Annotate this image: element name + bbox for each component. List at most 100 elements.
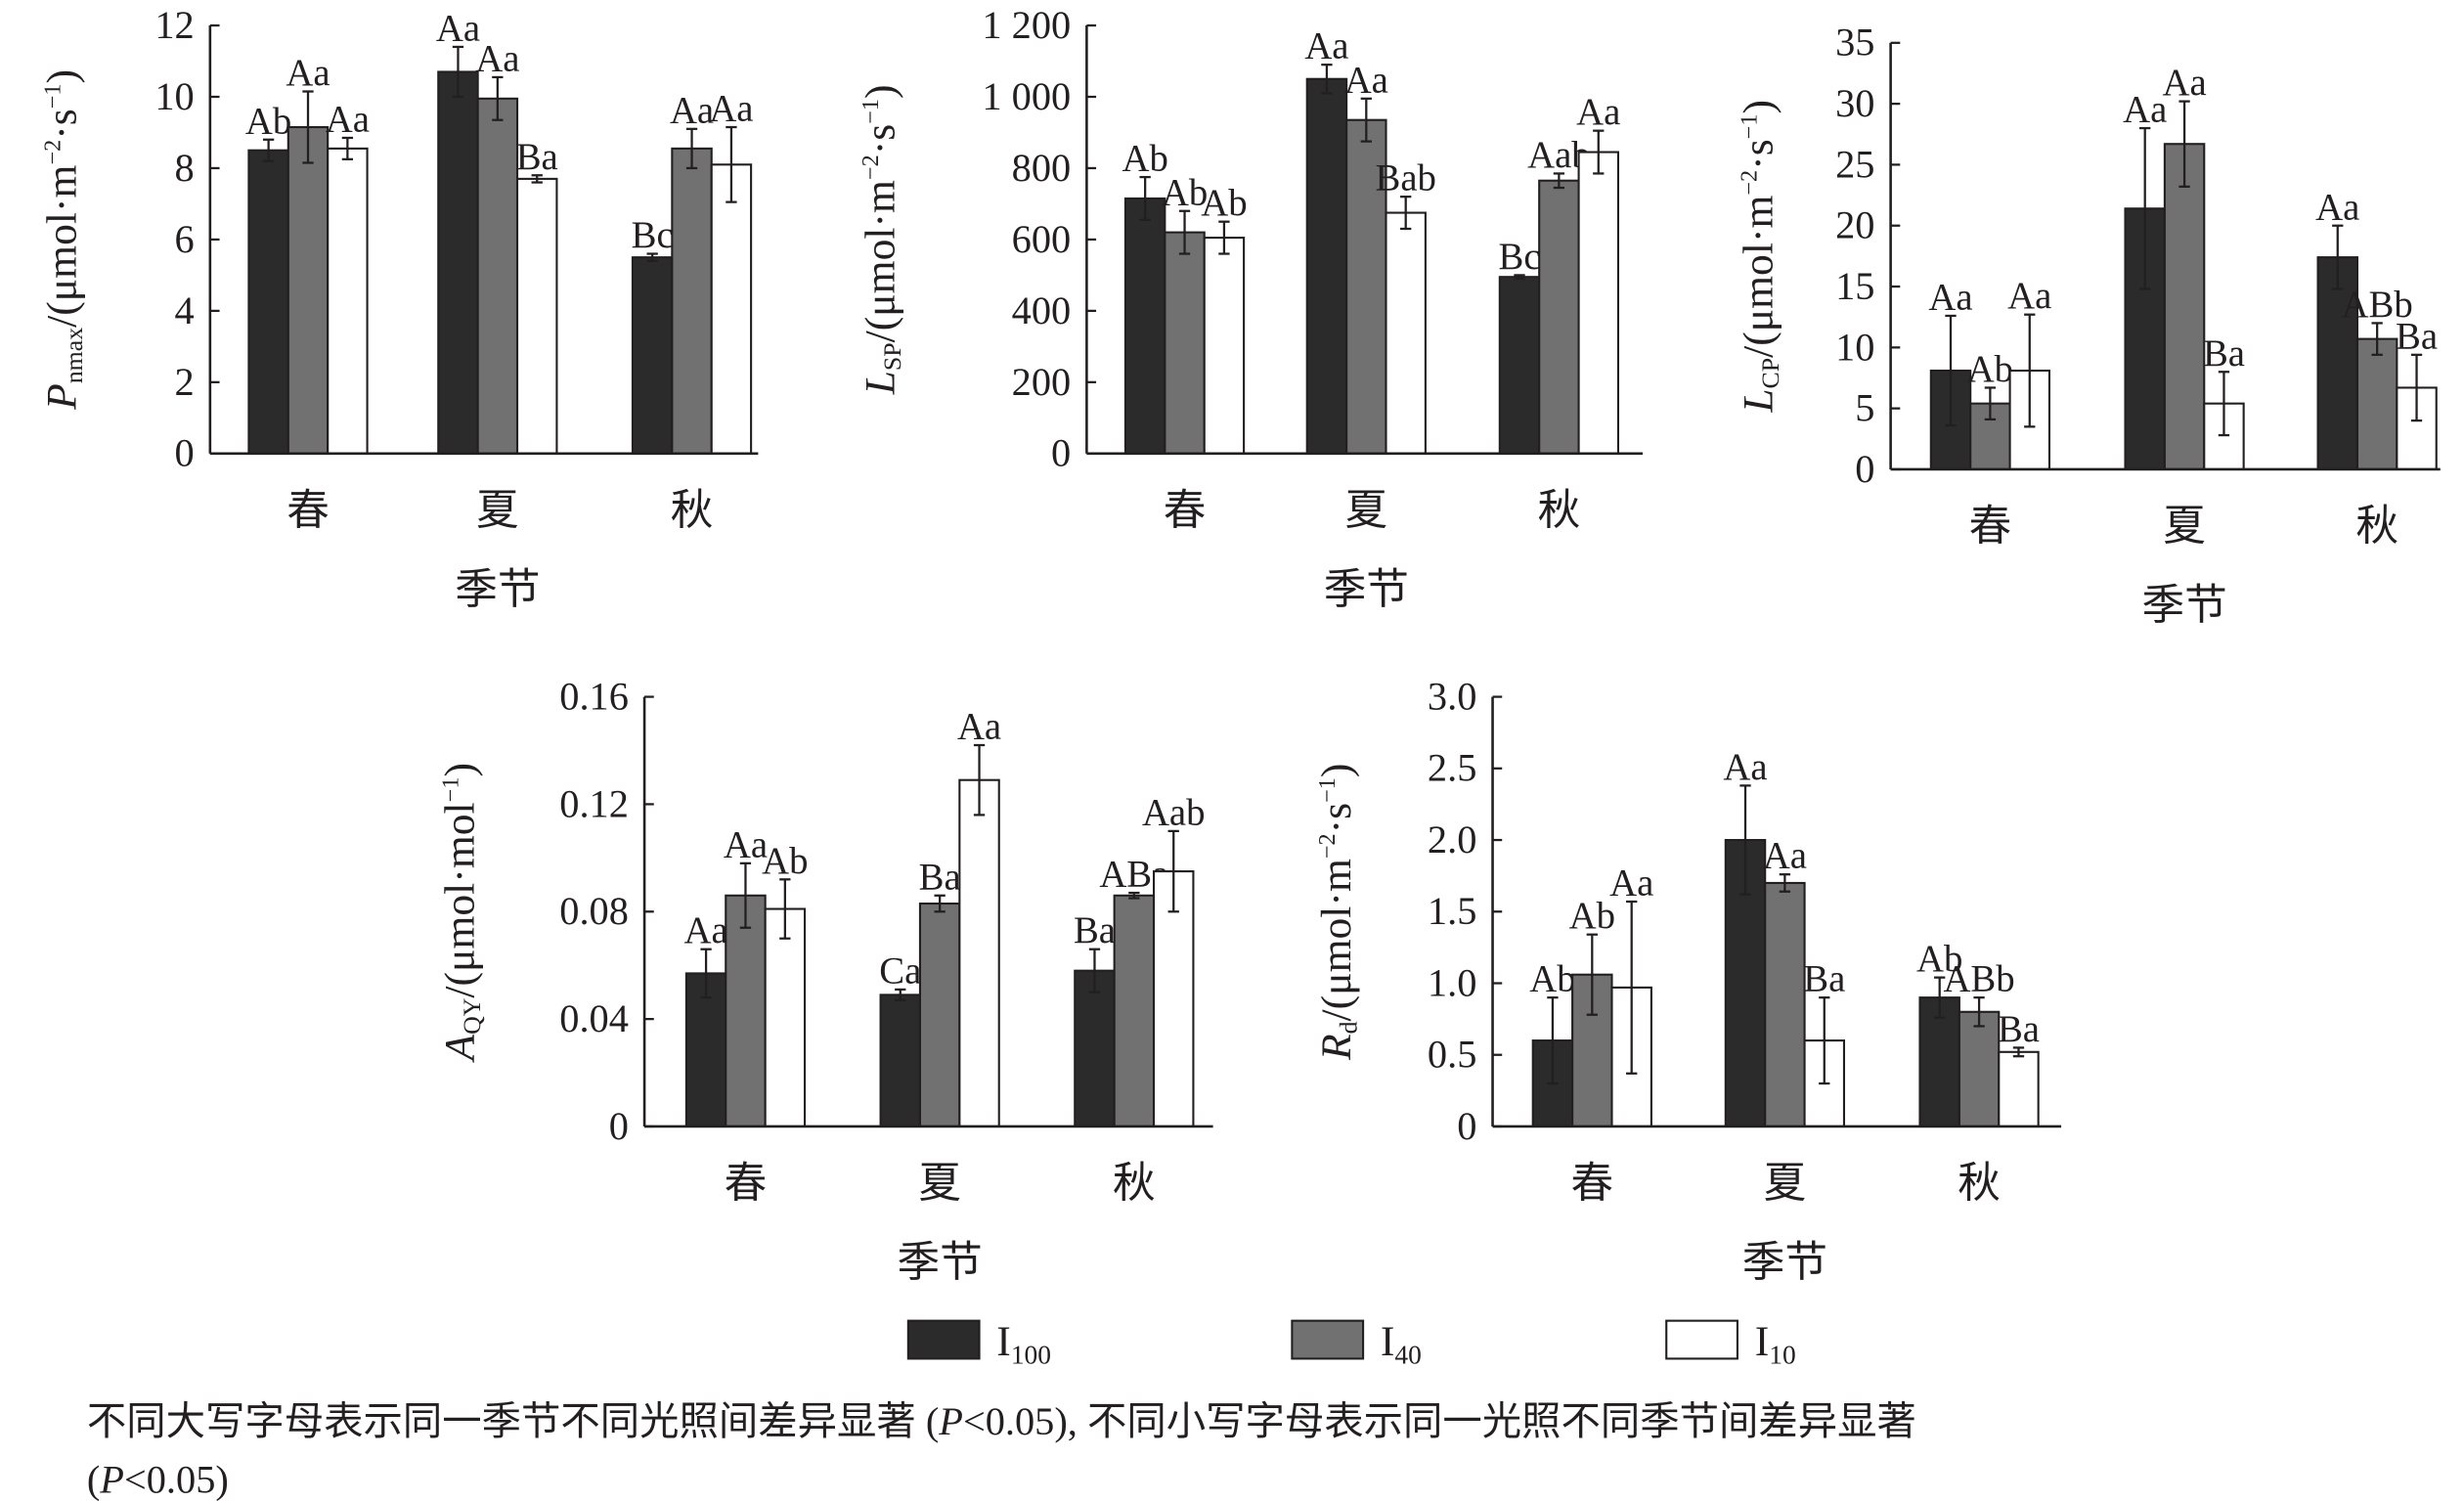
significance-label: Aa [957,706,1001,748]
bar [764,907,807,1128]
bar [1113,894,1156,1128]
y-tick-label: 5 [1855,386,1874,430]
x-tick-label: 秋 [1113,1161,1156,1208]
significance-label: Aa [436,7,480,49]
significance-label: Ab [1569,895,1615,937]
caption-line-2: (P<0.05) [87,1458,229,1501]
bar [1998,1050,2040,1128]
legend-label: I40 [1381,1318,1422,1369]
significance-label: Ab [1162,171,1208,213]
legend-swatch [1291,1319,1365,1360]
bar [958,778,1000,1128]
y-tick-label: 20 [1835,203,1874,247]
significance-label: Ba [516,136,558,178]
legend-swatch [1665,1319,1738,1360]
panel-5: 00.51.01.52.02.53.0AbAaAbAbAaABbAaBaBa春夏… [1313,675,2062,1286]
bar [1764,881,1806,1128]
x-tick-label: 秋 [671,488,714,535]
significance-label: Bc [632,214,674,256]
x-tick-label: 春 [1571,1161,1614,1208]
significance-label: Aa [1576,91,1620,133]
x-tick-label: 春 [1164,488,1207,535]
y-tick-label: 1 000 [982,74,1071,118]
y-tick-label: 200 [1012,360,1072,404]
y-tick-label: 3.0 [1428,675,1476,719]
y-tick-label: 0 [1457,1104,1476,1148]
y-tick-label: 1 200 [982,3,1071,47]
bar [1498,276,1541,455]
significance-label: Ba [919,856,961,898]
significance-label: Ba [2203,332,2245,375]
y-tick-label: 800 [1012,146,1072,190]
bar [1074,969,1116,1128]
significance-label: Aa [1609,862,1653,905]
significance-label: Aa [2007,275,2051,317]
significance-label: Aa [2162,62,2206,104]
x-tick-label: 夏 [1345,488,1388,535]
significance-label: Aa [475,37,519,79]
y-tick-label: 2 [175,360,195,404]
significance-label: Aab [1142,791,1206,833]
bar [476,97,519,455]
significance-label: Ab [1122,138,1167,180]
significance-label: Aa [683,909,727,951]
legend-label: I100 [996,1318,1051,1369]
y-axis-title: AQY/(μmol·mol−1) [437,763,486,1064]
significance-label: Ba [2396,315,2438,357]
y-tick-label: 1.0 [1428,960,1476,1004]
significance-label: Ca [879,949,921,992]
bar [1538,179,1580,455]
y-tick-label: 35 [1835,21,1874,65]
y-tick-label: 0 [609,1104,629,1148]
significance-label: Aa [670,89,714,131]
bar [1385,211,1427,455]
bar [710,163,753,455]
y-axis-title: LSP/(μmol·m−2·s−1) [857,84,905,395]
legend: I100 I40 I10 [906,1318,1796,1369]
legend-label: I10 [1755,1318,1796,1369]
y-tick-label: 0.5 [1428,1033,1476,1077]
y-tick-label: 2.5 [1428,746,1476,790]
x-axis-title: 季节 [1324,566,1409,613]
x-tick-label: 春 [725,1161,768,1208]
x-axis-title: 季节 [455,566,540,613]
x-tick-label: 夏 [1764,1161,1807,1208]
significance-label: Ab [1201,182,1247,224]
y-tick-label: 0.12 [559,781,629,825]
y-tick-label: 15 [1835,264,1874,308]
legend-item-I100: I100 [906,1318,1051,1369]
bar [2316,256,2359,471]
significance-label: Aa [1304,25,1348,67]
legend-item-I40: I40 [1291,1318,1422,1369]
y-tick-label: 0.04 [559,996,629,1040]
y-axis-title: Rd/(μmol·m−2·s−1) [1313,764,1362,1061]
significance-label: Ab [762,840,808,882]
bar [286,125,330,455]
x-tick-label: 春 [286,488,330,535]
significance-label: Aa [2123,89,2167,131]
y-tick-label: 10 [1835,325,1874,369]
bar [1958,1010,2001,1128]
significance-label: Bab [1375,157,1435,199]
y-tick-label: 2.0 [1428,817,1476,861]
y-tick-label: 12 [154,3,194,47]
significance-label: Aa [1928,276,1972,318]
bar [879,993,922,1128]
significance-label: Ab [1967,348,2013,390]
y-tick-label: 25 [1835,142,1874,186]
significance-label: Ba [1074,909,1116,951]
y-axis-title: LCP/(μmol·m−2·s−1) [1735,100,1783,414]
bar [437,70,479,455]
significance-label: Ba [1998,1008,2040,1050]
x-tick-label: 夏 [2163,504,2206,551]
panel-1: 024681012AbAaBcAa AaAaAaBaAa春夏秋季节Pnmax/(μ… [39,3,759,613]
bar [1123,197,1166,455]
panel-3: 05101520253035AaAaAaAbAaABbAaBa Ba春夏秋季节LC… [1735,21,2441,629]
significance-label: Aa [1723,746,1767,788]
x-axis-title: 季节 [2141,582,2226,629]
x-tick-label: 秋 [1958,1161,2001,1208]
significance-label: Ab [245,100,291,142]
bar [1345,118,1387,455]
